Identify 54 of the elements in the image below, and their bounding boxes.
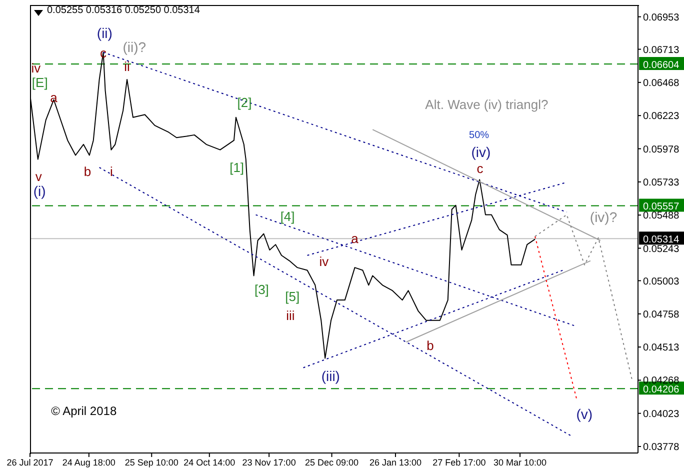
- annotation: i: [110, 164, 113, 179]
- y-tick-label: 0.05488: [643, 210, 680, 222]
- y-tick-label: 0.03778: [643, 442, 680, 454]
- annotation: [3]: [254, 282, 269, 297]
- y-tick-label: 0.05243: [643, 244, 680, 255]
- x-tick-label: 26 Jul 2017: [6, 457, 54, 468]
- annotation: (v): [576, 406, 593, 422]
- x-tick-label: 26 Jan 13:00: [369, 457, 422, 468]
- y-tick-label: 0.05978: [643, 144, 680, 156]
- annotation: a: [50, 90, 58, 106]
- annotation: (ii): [96, 25, 112, 41]
- annotation: [4]: [280, 209, 295, 224]
- annotation: (i): [33, 183, 46, 199]
- y-tick-label: 0.05733: [643, 177, 680, 188]
- annotation: b: [426, 338, 434, 353]
- annotation: a: [351, 230, 360, 246]
- y-tick-label: 0.05003: [643, 276, 680, 288]
- x-tick-label: 25 Dec 09:00: [305, 457, 359, 468]
- annotation: [5]: [285, 289, 300, 304]
- annotation: c: [100, 45, 108, 60]
- annotation: [2]: [237, 95, 252, 110]
- annotation: iii: [286, 308, 295, 323]
- x-tick-label: 23 Nov 17:00: [242, 457, 296, 468]
- annotation: c: [476, 161, 484, 176]
- annotation: (ii)?: [122, 39, 146, 55]
- annotation: [1]: [230, 160, 244, 175]
- annotation: Alt. Wave (iv) triangl?: [425, 97, 548, 112]
- y-tick-label: 0.06953: [643, 12, 680, 24]
- ref-line-label: 0.05557: [643, 202, 680, 213]
- x-tick-label: 24 Aug 18:00: [62, 457, 116, 468]
- annotation: (iv): [471, 144, 491, 160]
- ref-line-label: 0.05314: [643, 234, 680, 246]
- x-tick-label: 27 Feb 17:00: [432, 457, 486, 468]
- annotation: v: [35, 169, 42, 184]
- annotation: b: [84, 164, 92, 179]
- x-tick-label: 30 Mar 10:00: [493, 457, 547, 468]
- ref-line-label: 0.04206: [643, 384, 680, 396]
- y-tick-label: 0.06468: [643, 78, 680, 89]
- annotation: 50%: [469, 130, 490, 141]
- annotation: [E]: [32, 75, 48, 90]
- annotation: iv: [31, 60, 42, 76]
- annotation: (iv)?: [590, 209, 618, 225]
- y-tick-label: 0.06713: [643, 44, 680, 56]
- y-tick-label: 0.04758: [643, 309, 680, 320]
- chart-title: 0.05255 0.05316 0.05250 0.05314: [47, 5, 200, 16]
- x-tick-label: 24 Oct 14:00: [184, 457, 236, 468]
- annotation: iv: [319, 254, 330, 269]
- x-tick-label: 25 Sep 10:00: [124, 457, 178, 468]
- y-tick-label: 0.06223: [643, 111, 680, 122]
- y-tick-label: 0.04023: [643, 408, 680, 420]
- annotation: (iii): [321, 368, 340, 384]
- y-tick-label: 0.04513: [643, 342, 680, 354]
- ref-line-label: 0.06604: [643, 60, 680, 72]
- annotation: © April 2018: [51, 404, 117, 418]
